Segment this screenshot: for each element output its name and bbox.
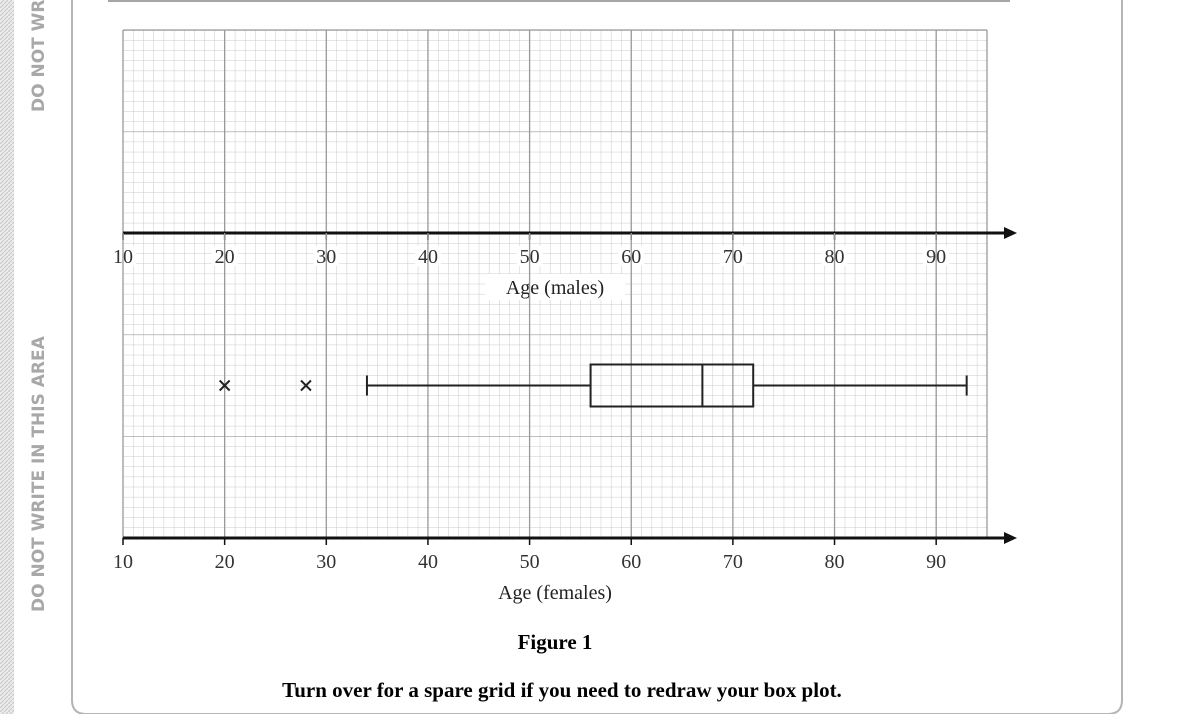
x-axis-label: Age (males) (506, 277, 604, 299)
x-tick-label: 50 (520, 551, 540, 573)
x-tick-label: 40 (418, 551, 438, 573)
label-bg (485, 274, 625, 300)
x-tick-label: 60 (621, 551, 641, 573)
x-tick-label: 10 (113, 551, 133, 573)
margin-hatch (0, 0, 14, 714)
figure-caption: Figure 1 (518, 630, 593, 654)
x-tick-label: 20 (215, 551, 235, 573)
x-tick-label: 30 (316, 551, 336, 573)
x-axis-label: Age (females) (498, 582, 612, 604)
instruction: Turn over for a spare grid if you need t… (282, 678, 842, 702)
x-tick-label: 70 (723, 551, 743, 573)
page-border (71, 0, 1123, 714)
outlier (300, 379, 312, 392)
outlier (218, 379, 231, 392)
x-tick-label: 90 (926, 551, 946, 573)
axis-arrow (1004, 532, 1017, 544)
x-tick-label: 80 (825, 551, 845, 573)
margin-label: DO NOT WRITE IN THIS AREA (29, 0, 49, 112)
axis-arrow (1004, 227, 1017, 239)
margin-label: DO NOT WRITE IN THIS AREA (29, 335, 49, 612)
